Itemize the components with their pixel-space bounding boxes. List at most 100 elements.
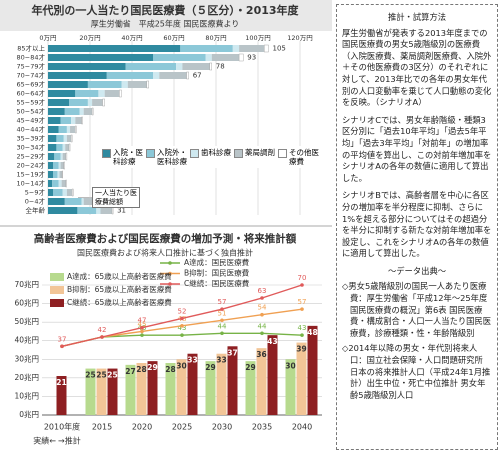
bar-segment xyxy=(121,81,128,88)
bar-segment xyxy=(83,108,93,115)
y-tick-label: 5−9才 xyxy=(25,188,46,197)
bar-label: 43 xyxy=(267,337,277,346)
bar-segment xyxy=(71,188,74,197)
bar-segment xyxy=(48,45,181,52)
bar xyxy=(176,359,187,415)
line-label: 54 xyxy=(258,304,267,312)
bar-segment xyxy=(57,171,60,178)
bar-segment xyxy=(98,90,105,97)
bar-label: 36 xyxy=(256,350,266,359)
bar-segment xyxy=(211,54,240,61)
legend-label: 入院外・医科診療 xyxy=(157,148,187,166)
legend-swatch xyxy=(50,299,64,307)
bar-segment xyxy=(159,72,187,79)
bar xyxy=(307,325,318,415)
y-tick-label: 50兆円 xyxy=(14,316,39,326)
bar-segment xyxy=(48,189,54,196)
line-point xyxy=(220,318,224,323)
x-tick-label: 120万円 xyxy=(287,34,312,42)
bar-segment xyxy=(48,72,107,79)
y-tick-label: 40−44才 xyxy=(17,125,46,134)
line-point xyxy=(140,333,144,337)
bar-segment xyxy=(68,143,71,152)
bar-segment xyxy=(62,189,67,196)
panel-title: 推計・試算方法 xyxy=(387,12,447,22)
y-tick-label: 35−39才 xyxy=(17,134,46,143)
y-tick-label: 60−64才 xyxy=(17,89,46,98)
x-tick-label: 2010年度 xyxy=(44,422,80,432)
bar-segment xyxy=(61,170,63,179)
y-tick-label: 40兆円 xyxy=(14,335,39,345)
line-point xyxy=(180,316,184,321)
bar xyxy=(285,359,296,415)
legend-swatch xyxy=(278,149,287,158)
bar-segment xyxy=(205,54,212,61)
bar-segment xyxy=(48,153,55,160)
line-label: 42 xyxy=(98,326,107,334)
y-tick-label: 10−14才 xyxy=(17,179,46,188)
line-label: 43 xyxy=(298,324,307,332)
annotation: →推計 xyxy=(58,436,81,446)
bar-segment xyxy=(53,162,59,169)
paragraph: シナリオBでは、高齢者層を中心に各区分の増加率を半分程度に抑制、さらに1%を超え… xyxy=(342,190,492,259)
bar-label: 25 xyxy=(85,371,95,380)
bar xyxy=(187,353,198,415)
y-tick-label: 80−84才 xyxy=(17,53,46,62)
x-tick-label: 60万円 xyxy=(163,34,184,42)
bar xyxy=(227,346,238,415)
chart-title: 年代別の一人当たり国民医療費（５区分）・2013年度 xyxy=(31,3,299,17)
bar-segment xyxy=(48,54,153,61)
bar-segment xyxy=(180,45,233,52)
bar-segment xyxy=(48,135,57,142)
bar-segment xyxy=(75,117,82,124)
bar-segment xyxy=(63,135,67,142)
bar-segment xyxy=(79,108,84,115)
bar-segment xyxy=(125,63,177,70)
bar-segment xyxy=(65,179,67,188)
x-tick-label: 2020 xyxy=(132,423,152,432)
y-tick-label: 75−79才 xyxy=(17,62,46,71)
bar-segment xyxy=(70,134,73,143)
bar-segment xyxy=(48,117,61,124)
line-point xyxy=(220,307,224,311)
bar-segment xyxy=(182,63,210,70)
bar-label: 21 xyxy=(56,378,66,387)
line-label: 57 xyxy=(218,298,227,306)
line-label: 52 xyxy=(178,307,187,315)
bar-segment xyxy=(92,99,103,106)
line-point xyxy=(180,324,184,328)
bar-segment xyxy=(48,162,54,169)
bar-label: 29 xyxy=(245,363,255,372)
y-tick-label: 65−69才 xyxy=(17,80,46,89)
line-label: 45 xyxy=(138,320,147,328)
bar-segment xyxy=(48,81,88,88)
bar-segment xyxy=(48,171,54,178)
bar xyxy=(107,368,118,415)
bar-segment xyxy=(71,117,76,124)
bar-segment xyxy=(104,90,120,97)
legend-item: 薬局調剤 xyxy=(234,148,278,166)
bar-segment xyxy=(87,99,93,106)
bar-segment xyxy=(48,63,126,70)
y-tick-label: 45−49才 xyxy=(17,116,46,125)
bar-segment xyxy=(64,198,82,205)
bar xyxy=(125,364,136,415)
line-label: 43 xyxy=(178,324,187,332)
bar-label: 28 xyxy=(165,365,175,374)
bar-label: 25 xyxy=(107,371,117,380)
bar-segment xyxy=(48,180,53,187)
bar-segment xyxy=(127,81,147,88)
bar-label: 39 xyxy=(296,345,306,354)
line-label: 51 xyxy=(218,309,227,317)
x-tick-label: 0万円 xyxy=(39,34,56,42)
bar-segment xyxy=(48,207,78,214)
legend-swatch xyxy=(190,149,199,158)
bar-label: 27 xyxy=(125,367,135,376)
bar xyxy=(267,335,278,415)
bar-segment xyxy=(77,207,97,214)
x-tick-label: 2015 xyxy=(92,423,112,432)
bar-segment xyxy=(65,152,68,161)
legend-label: B抑制：国民医療費 xyxy=(184,268,250,278)
legend-swatch xyxy=(50,286,64,294)
